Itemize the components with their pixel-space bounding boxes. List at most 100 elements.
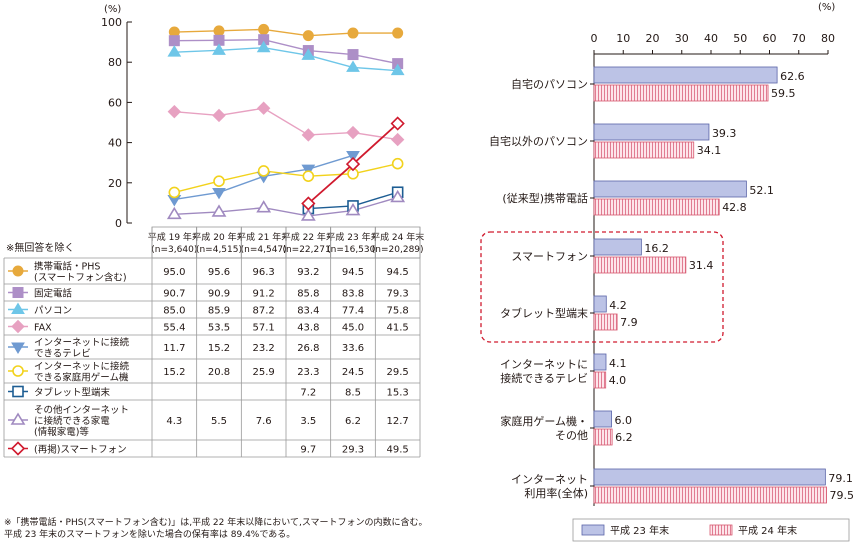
- data-point: [390, 116, 405, 131]
- category-label: 利用率(全体): [524, 486, 588, 500]
- bar-value-label: 62.6: [780, 70, 805, 83]
- table-cell-value: 8.5: [345, 388, 361, 399]
- legend-marker: [11, 319, 25, 334]
- table-row-label: インターネットに接続: [34, 361, 130, 373]
- table-cell-value: 6.2: [345, 416, 361, 427]
- category-label: タブレット型端末: [500, 306, 588, 320]
- y-tick-label: 40: [108, 137, 122, 150]
- bar-2012: [593, 198, 720, 216]
- table-cell-value: 90.9: [208, 289, 230, 300]
- table-header-n: (n=3,640): [151, 245, 197, 255]
- table-cell-value: 15.3: [387, 388, 409, 399]
- data-point: [167, 104, 182, 119]
- table-row-label: できる家庭用ゲーム機: [34, 372, 129, 384]
- table-cell-value: 7.6: [256, 416, 272, 427]
- table-cell-value: 24.5: [342, 367, 364, 378]
- bar-2011: [593, 180, 747, 198]
- table-row-label: インターネットに接続: [34, 337, 130, 349]
- note-text: ※無回答を除く: [6, 241, 74, 254]
- x-tick-label: 70: [792, 32, 806, 45]
- bar-2012: [593, 486, 827, 504]
- x-tick-label: 50: [733, 32, 747, 45]
- legend-swatch-2012: [709, 524, 733, 536]
- legend-marker: [12, 265, 24, 277]
- bar-value-label: 39.3: [712, 127, 737, 140]
- table-cell-value: 12.7: [387, 416, 409, 427]
- table-cell-value: 29.5: [387, 367, 409, 378]
- table-cell-value: 85.9: [208, 306, 230, 317]
- data-point: [166, 206, 182, 220]
- series-line: [174, 38, 398, 65]
- table-row-label: (スマートフォン含む): [34, 272, 127, 284]
- table-cell-value: 3.5: [300, 416, 316, 427]
- category-label: 自宅のパソコン: [511, 77, 588, 91]
- bar-value-label: 31.4: [689, 259, 714, 272]
- table-cell-value: 5.5: [211, 416, 227, 427]
- legend-marker: [12, 385, 24, 398]
- bar-value-label: 42.8: [722, 201, 747, 214]
- table-cell-value: 91.2: [253, 289, 275, 300]
- table-cell-value: 57.1: [253, 323, 275, 334]
- table-row-label: できるテレビ: [34, 349, 91, 360]
- data-table: ※無回答を除く 平成 19 年末 (n=3,640) 平成 20 年末 (n=4,515…: [3, 226, 424, 458]
- footnote-2: 平成 23 年末のスマートフォンを除いた場合の保有率は 89.4%である。: [4, 530, 296, 540]
- table-cell-value: 49.5: [387, 445, 409, 456]
- table-header-year: 平成 23 年末: [326, 231, 379, 243]
- table-cell-value: 85.8: [297, 289, 319, 300]
- table-row-label: 携帯電話・PHS: [34, 261, 100, 273]
- bar-value-label: 4.2: [609, 299, 627, 312]
- bar-value-label: 4.1: [609, 357, 627, 370]
- table-header-cell: [330, 226, 376, 259]
- x-tick-label: 60: [763, 32, 777, 45]
- table-cell-value: 95.0: [163, 267, 185, 278]
- y-tick-label: 0: [115, 217, 122, 230]
- table-row-label: に接続できる家電: [34, 415, 110, 427]
- bar-2011: [593, 410, 612, 428]
- table-cell-value: 83.4: [297, 306, 319, 317]
- table-header-year: 平成 22 年末: [282, 231, 335, 243]
- table-cell-value: 15.2: [208, 343, 230, 354]
- data-point: [256, 101, 271, 115]
- table-cell-value: 75.8: [387, 306, 409, 317]
- table-cell-value: 55.4: [163, 323, 185, 334]
- table-cell-value: 4.3: [166, 416, 182, 427]
- y-tick-label: 80: [108, 56, 122, 69]
- legend-label-2012: 平成 24 年末: [738, 524, 797, 537]
- table-row-label: パソコン: [34, 306, 72, 317]
- data-point: [258, 23, 270, 35]
- data-point: [301, 48, 316, 60]
- data-point: [167, 45, 182, 57]
- legend-swatch-2011: [581, 524, 605, 536]
- table-header-cell: [374, 226, 421, 259]
- data-point: [257, 165, 270, 177]
- table-header-cell: [151, 226, 198, 259]
- data-point: [345, 156, 361, 172]
- category-label: インターネット: [511, 473, 588, 486]
- table-cell-value: 11.7: [163, 343, 185, 354]
- data-point: [302, 170, 315, 182]
- table-cell-value: 90.7: [163, 289, 185, 300]
- data-point: [211, 204, 227, 217]
- table-cell-value: 41.5: [387, 323, 409, 334]
- bar-value-label: 34.1: [697, 144, 722, 157]
- table-cell-value: 29.3: [342, 445, 364, 456]
- y-tick-label: 20: [108, 177, 122, 190]
- data-point: [256, 40, 271, 53]
- data-point: [391, 157, 404, 170]
- table-cell-value: 20.8: [208, 367, 230, 378]
- x-tick-label: 10: [616, 32, 630, 45]
- data-point: [302, 30, 314, 42]
- table-cell-value: 95.6: [208, 267, 230, 278]
- data-point: [300, 208, 316, 221]
- bar-chart: (%) 0 10 20 30 40 50 60 70 80 自宅のパソコン 62.6 59.5 自宅以外の…: [480, 2, 854, 542]
- bar-2011: [593, 123, 710, 141]
- table-cell-value: 83.8: [342, 289, 364, 300]
- table-row-label: その他インターネット: [34, 404, 129, 416]
- x-tick-label: 40: [704, 32, 718, 45]
- data-point: [390, 189, 406, 203]
- bar-value-label: 7.9: [620, 316, 638, 329]
- bar-2011: [593, 238, 642, 256]
- table-cell-value: 45.0: [342, 323, 364, 334]
- table-cell-value: 93.2: [297, 267, 319, 278]
